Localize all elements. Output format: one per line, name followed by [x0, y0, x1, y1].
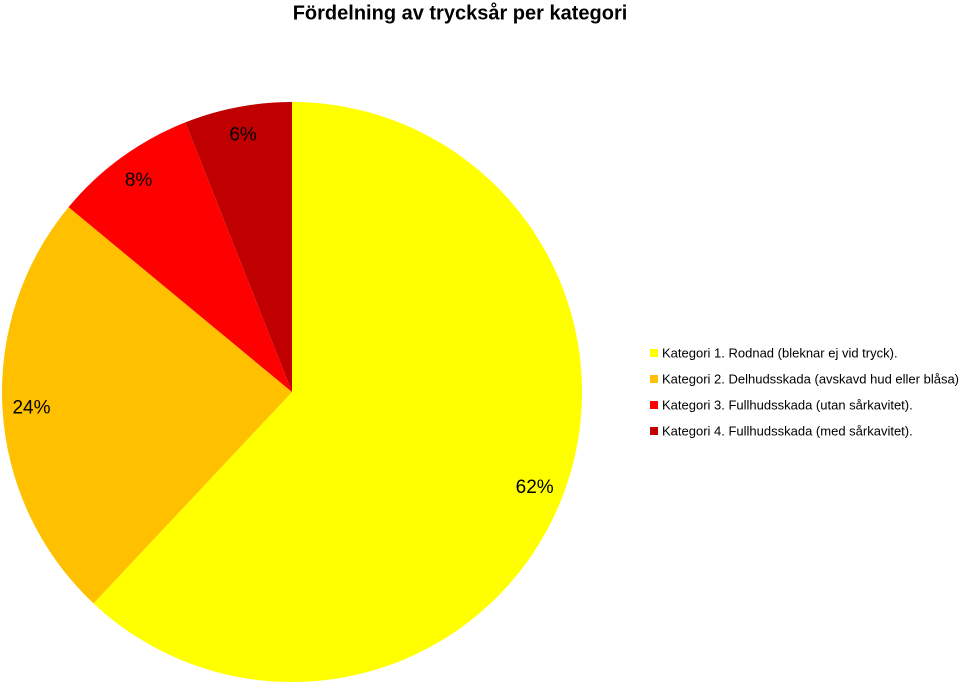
- value-label: 24%: [12, 397, 50, 418]
- legend-label: Kategori 2. Delhudsskada (avskavd hud el…: [662, 371, 959, 386]
- legend-swatch: [650, 401, 658, 409]
- legend-swatch: [650, 427, 658, 435]
- value-label: 6%: [229, 125, 257, 146]
- legend-label: Kategori 1. Rodnad (bleknar ej vid tryck…: [662, 345, 898, 360]
- legend-swatch: [650, 375, 658, 383]
- legend-swatch: [650, 349, 658, 357]
- pie-slice: [68, 122, 292, 393]
- pie-slice: [93, 102, 582, 682]
- value-label: 8%: [125, 170, 153, 191]
- pie-slice: [185, 102, 292, 392]
- chart-title: Fördelning av trycksår per kategori: [293, 1, 628, 24]
- value-label: 62%: [516, 477, 554, 498]
- legend-label: Kategori 3. Fullhudsskada (utan sårkavit…: [662, 397, 913, 412]
- pie-slice: [1, 207, 292, 604]
- legend-label: Kategori 4. Fullhudsskada (med sårkavite…: [662, 423, 913, 438]
